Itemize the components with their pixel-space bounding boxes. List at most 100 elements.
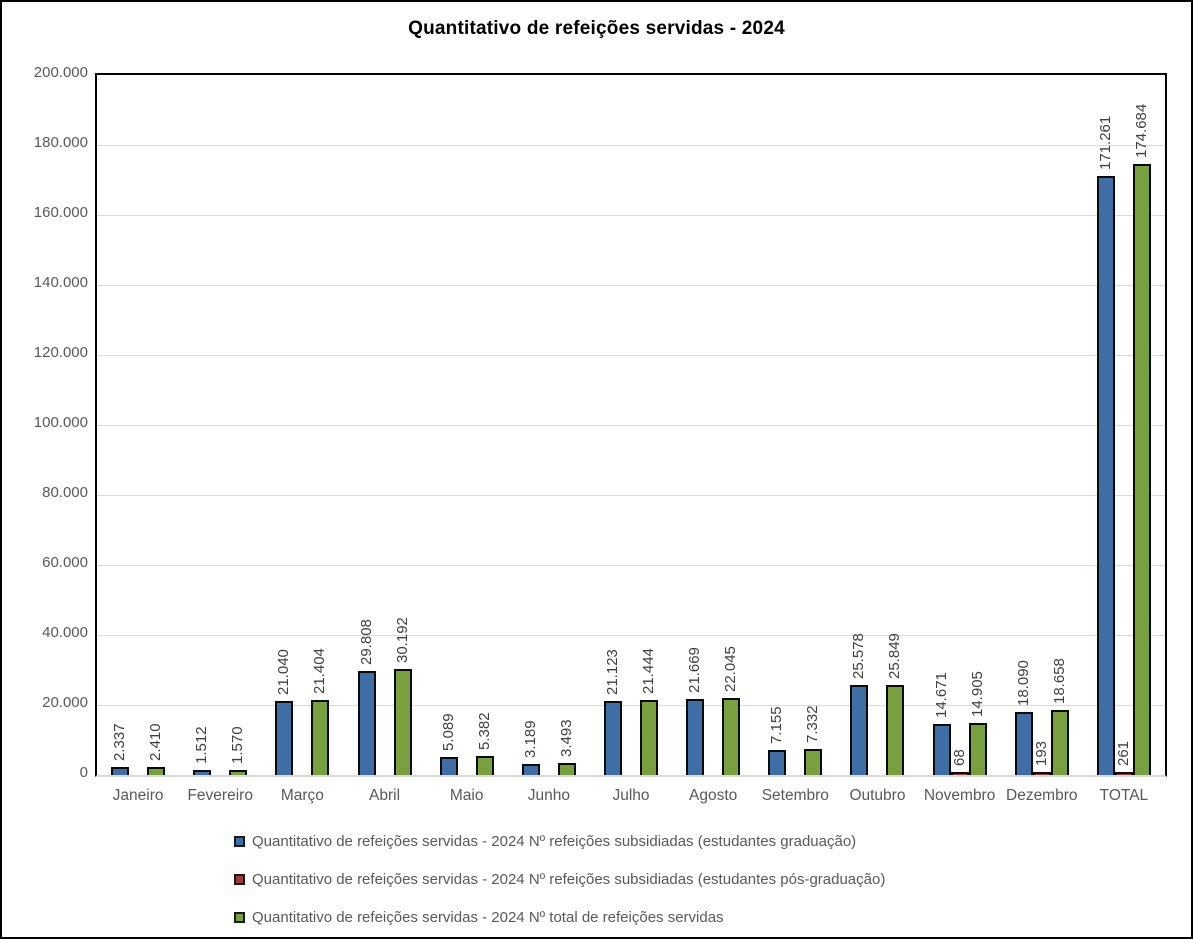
bar-series3-total (1132, 163, 1151, 775)
data-label: 21.123 (604, 649, 621, 696)
y-tick-label: 100.000 (33, 414, 88, 431)
bar-series1-julho (604, 701, 622, 775)
bar-series2-novembro (950, 772, 969, 775)
bar-series1-maio (439, 757, 458, 775)
y-tick-label: 0 (79, 764, 88, 781)
legend-marker-icon (234, 911, 245, 923)
y-tick-label: 200.000 (33, 64, 88, 81)
data-label: 21.404 (311, 648, 329, 695)
bar-series1-fevereiro (193, 769, 212, 775)
bar-series1-novembro (932, 723, 951, 775)
bar-series3-outubro (886, 684, 905, 775)
x-category-label-agosto: Agosto (689, 787, 738, 804)
data-label: 21.669 (686, 647, 704, 694)
bar-series2-total (1114, 772, 1133, 775)
y-tick-label: 120.000 (33, 344, 88, 361)
x-category-label-abril: Abril (369, 787, 401, 804)
bar-series3-maio (475, 756, 494, 775)
data-label: 68 (950, 749, 968, 766)
data-label: 5.382 (475, 712, 493, 751)
data-label: 21.444 (640, 648, 657, 694)
data-label: 5.089 (439, 713, 457, 752)
legend-label: Quantitativo de refeições servidas - 202… (252, 870, 886, 888)
data-label: 171.261 (1096, 115, 1114, 170)
y-tick-label: 140.000 (33, 274, 88, 291)
y-tick-label: 40.000 (42, 624, 88, 641)
data-label: 22.045 (722, 645, 740, 692)
gridline (97, 495, 1165, 496)
data-label: 14.905 (968, 670, 986, 717)
data-label: 3.189 (521, 720, 539, 758)
bar-series3-julho (640, 699, 658, 775)
data-label: 174.684 (1132, 103, 1150, 158)
legend-label: Quantitativo de refeições servidas - 202… (252, 908, 724, 926)
bar-series1-total (1096, 175, 1115, 775)
x-category-label-total: TOTAL (1099, 787, 1149, 804)
gridline (97, 215, 1165, 216)
data-label: 2.337 (111, 723, 129, 761)
x-category-label-janeiro: Janeiro (112, 787, 164, 804)
data-label: 2.410 (147, 723, 165, 761)
legend-item-3: Quantitativo de refeições servidas - 202… (234, 902, 885, 932)
x-category-label-março: Março (280, 787, 324, 804)
legend-marker-icon (234, 835, 245, 847)
bar-series3-abril (393, 669, 412, 775)
data-label: 18.090 (1014, 659, 1032, 706)
x-category-label-outubro: Outubro (849, 787, 906, 804)
data-label: 1.570 (229, 725, 247, 764)
data-label: 7.332 (804, 705, 822, 744)
y-tick-label: 160.000 (33, 204, 88, 221)
x-category-label-fevereiro: Fevereiro (187, 787, 253, 804)
data-label: 29.808 (357, 618, 375, 665)
bar-series3-fevereiro (229, 769, 248, 775)
bar-series1-agosto (686, 699, 705, 775)
gridline (97, 355, 1165, 356)
bar-series1-junho (521, 763, 540, 775)
y-tick-label: 80.000 (42, 484, 88, 501)
bar-series1-setembro (768, 749, 787, 775)
gridline (97, 285, 1165, 286)
bar-series3-novembro (968, 722, 987, 775)
x-category-label-setembro: Setembro (761, 787, 829, 804)
data-label: 261 (1114, 740, 1132, 766)
gridline (97, 705, 1165, 706)
y-tick-label: 60.000 (42, 554, 88, 571)
data-label: 30.192 (393, 617, 411, 664)
data-label: 3.493 (557, 719, 575, 757)
gridline (97, 635, 1165, 636)
data-label: 1.512 (193, 726, 211, 764)
legend-item-2: Quantitativo de refeições servidas - 202… (234, 864, 885, 894)
bar-series1-dezembro (1014, 711, 1033, 775)
legend-item-1: Quantitativo de refeições servidas - 202… (234, 826, 885, 856)
data-label: 193 (1032, 740, 1050, 766)
bar-series1-março (275, 701, 294, 775)
bar-series3-dezembro (1050, 709, 1069, 775)
bar-series1-janeiro (111, 766, 130, 775)
bar-series3-março (311, 700, 330, 775)
data-label: 18.658 (1050, 657, 1068, 704)
bar-series3-junho (557, 762, 576, 775)
data-label: 25.578 (850, 633, 868, 680)
gridline (97, 145, 1165, 146)
data-label: 7.155 (768, 706, 786, 744)
data-label: 14.671 (932, 671, 950, 718)
gridline (97, 565, 1165, 566)
data-label: 25.849 (886, 632, 904, 679)
bar-series3-janeiro (147, 766, 166, 775)
data-label: 21.040 (275, 649, 293, 696)
gridline (97, 425, 1165, 426)
x-category-label-maio: Maio (449, 787, 484, 804)
chart-title: Quantitativo de refeições servidas - 202… (408, 18, 785, 39)
y-tick-label: 20.000 (42, 694, 88, 711)
legend: Quantitativo de refeições servidas - 202… (234, 826, 885, 937)
bar-series3-setembro (804, 749, 823, 775)
bar-series1-outubro (850, 685, 869, 775)
x-category-label-novembro: Novembro (923, 787, 996, 804)
bar-series1-abril (357, 670, 376, 775)
bar-series3-agosto (722, 697, 741, 775)
x-category-label-julho: Julho (612, 787, 650, 804)
bar-series2-dezembro (1032, 772, 1051, 775)
legend-marker-icon (234, 873, 245, 885)
x-category-label-junho: Junho (527, 787, 570, 804)
